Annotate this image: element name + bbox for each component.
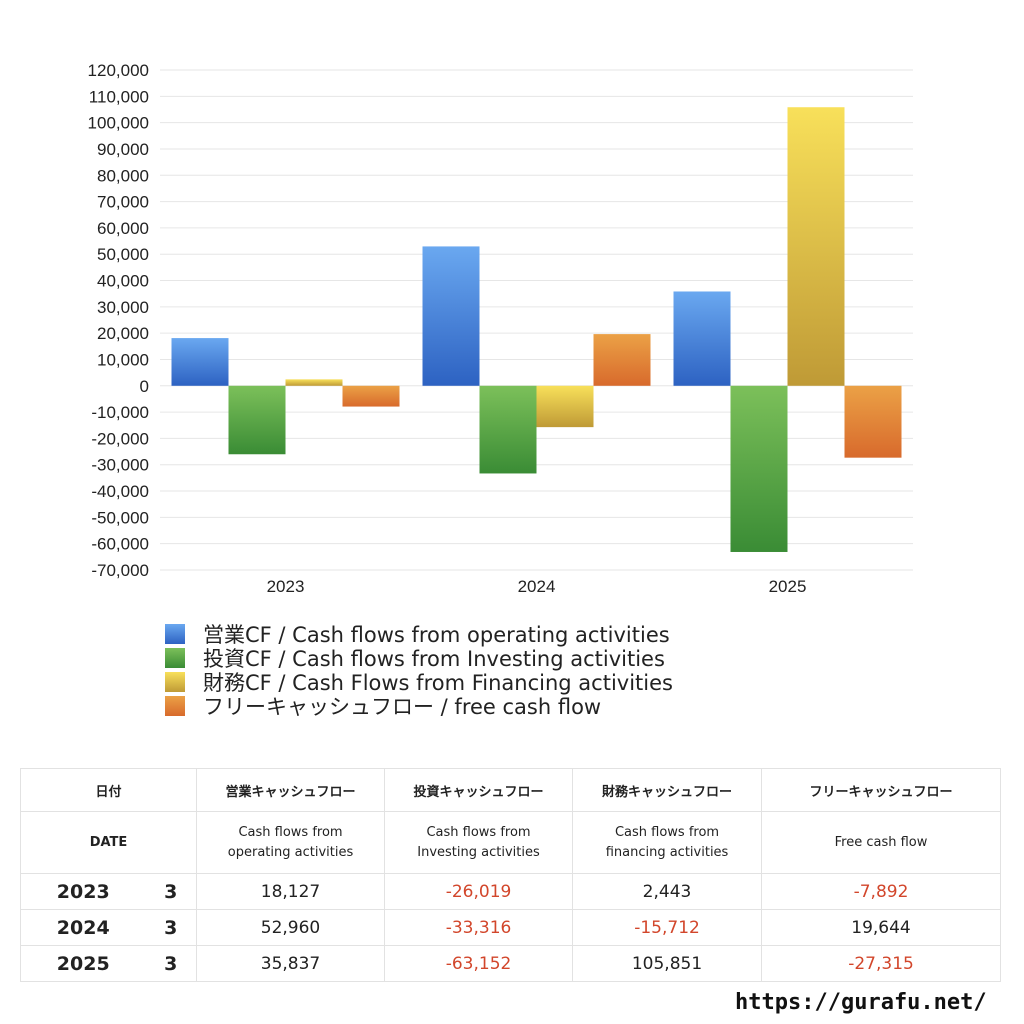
x-category-label: 2023: [267, 577, 305, 596]
y-axis-ticks: 120,000 110,000 100,000 90,000 80,000 70,000 6…: [88, 61, 149, 580]
table-cell: -7,892: [761, 873, 1002, 910]
chart-legend: 営業CF / Cash flows from operating activit…: [165, 622, 673, 719]
legend-swatch: [165, 696, 185, 716]
y-tick-label: 60,000: [97, 219, 149, 238]
row-year: 2024: [20, 909, 146, 946]
bar-2023-series-1: [171, 338, 229, 386]
table-cell: 105,851: [572, 945, 763, 982]
row-month: 3: [145, 909, 198, 946]
x-category-label: 2024: [518, 577, 556, 596]
row-month: 3: [145, 873, 198, 910]
header-operating-ja: 営業キャッシュフロー: [196, 768, 386, 812]
y-tick-label: -60,000: [91, 535, 149, 554]
table-cell: -15,712: [572, 909, 763, 946]
header-investing-ja: 投資キャッシュフロー: [384, 768, 574, 812]
legend-swatch: [165, 624, 185, 644]
y-tick-label: 10,000: [97, 350, 149, 369]
table-cell: 2,443: [572, 873, 763, 910]
header-date-ja: 日付: [19, 768, 198, 812]
legend-swatch: [165, 672, 185, 692]
y-tick-label: 80,000: [97, 166, 149, 185]
bar-2025-series-2: [730, 385, 788, 552]
bar-2023-series-2: [228, 385, 286, 455]
y-tick-label: 110,000: [89, 87, 149, 106]
y-tick-label: -50,000: [91, 508, 149, 527]
y-tick-label: 0: [140, 377, 149, 396]
y-tick-label: 120,000: [88, 61, 149, 80]
header-en-cell: DATE: [19, 811, 198, 874]
y-tick-label: 70,000: [97, 193, 149, 212]
y-tick-label: 30,000: [97, 298, 149, 317]
y-tick-label: -40,000: [91, 482, 149, 501]
table-header-ja: 日付 営業キャッシュフロー 投資キャッシュフロー 財務キャッシュフロー フリーキ…: [19, 768, 1002, 812]
bar-2024-series-1: [422, 246, 480, 386]
legend-item: 財務CF / Cash Flows from Financing activit…: [165, 670, 673, 695]
row-year: 2023: [20, 873, 146, 910]
header-free-cf-ja: フリーキャッシュフロー: [761, 768, 1002, 812]
table-cell: 18,127: [196, 873, 386, 910]
table-cell: -26,019: [384, 873, 574, 910]
y-tick-label: -20,000: [91, 429, 149, 448]
bar-2024-series-3: [536, 385, 594, 428]
table-row: 2025 3 35,837 -63,152 105,851 -27,315: [20, 945, 1002, 982]
chart-bars: [171, 107, 902, 552]
legend-label: フリーキャッシュフロー / free cash flow: [203, 695, 602, 719]
cash-flow-bar-chart: 120,000 110,000 100,000 90,000 80,000 70,000 6…: [88, 61, 913, 596]
site-url[interactable]: https://gurafu.net/: [735, 990, 987, 1015]
y-tick-label: 50,000: [97, 245, 149, 264]
y-tick-label: 40,000: [97, 272, 149, 291]
y-tick-label: -70,000: [91, 561, 149, 580]
header-en-cell: Cash flows from financing activities: [572, 811, 763, 874]
table-cell: 52,960: [196, 909, 386, 946]
bar-2024-series-2: [479, 385, 537, 474]
table-cell: 35,837: [196, 945, 386, 982]
bar-2025-series-4: [844, 385, 902, 458]
bar-2025-series-1: [673, 291, 731, 386]
table-cell: -27,315: [761, 945, 1002, 982]
bar-2025-series-3: [787, 107, 845, 386]
header-en-cell: Free cash flow: [761, 811, 1002, 874]
y-tick-label: 90,000: [97, 140, 149, 159]
row-month: 3: [145, 945, 198, 982]
table-cell: -33,316: [384, 909, 574, 946]
row-year: 2025: [20, 945, 146, 982]
table-cell: -63,152: [384, 945, 574, 982]
bar-2023-series-4: [342, 385, 400, 407]
bar-2023-series-3: [285, 379, 343, 386]
legend-item: 営業CF / Cash flows from operating activit…: [165, 622, 673, 647]
legend-item: フリーキャッシュフロー / free cash flow: [165, 694, 673, 719]
cash-flow-table: 日付 営業キャッシュフロー 投資キャッシュフロー 財務キャッシュフロー フリーキ…: [19, 768, 1002, 982]
legend-item: 投資CF / Cash flows from Investing activit…: [165, 646, 673, 671]
y-tick-label: 100,000: [88, 114, 149, 133]
table-row: 2024 3 52,960 -33,316 -15,712 19,644: [20, 909, 1002, 946]
y-tick-label: 20,000: [97, 324, 149, 343]
table-row: 2023 3 18,127 -26,019 2,443 -7,892: [20, 873, 1002, 910]
x-category-label: 2025: [769, 577, 807, 596]
header-en-cell: Cash flows from Investing activities: [384, 811, 574, 874]
table-cell: 19,644: [761, 909, 1002, 946]
table-body: 2023 3 18,127 -26,019 2,443 -7,892 2024 3 52,960…: [20, 873, 1002, 982]
legend-label: 投資CF / Cash flows from Investing activit…: [203, 647, 665, 671]
x-axis-labels: 2023 2024 2025: [267, 577, 807, 596]
header-financing-ja: 財務キャッシュフロー: [572, 768, 763, 812]
y-tick-label: -30,000: [91, 456, 149, 475]
y-tick-label: -10,000: [91, 403, 149, 422]
bar-2024-series-4: [593, 334, 651, 386]
header-en-cell: Cash flows from operating activities: [196, 811, 386, 874]
table-header-en: DATE Cash flows from operating activities C…: [19, 811, 1002, 874]
legend-label: 財務CF / Cash Flows from Financing activit…: [203, 671, 673, 695]
legend-swatch: [165, 648, 185, 668]
legend-label: 営業CF / Cash flows from operating activit…: [203, 623, 670, 647]
